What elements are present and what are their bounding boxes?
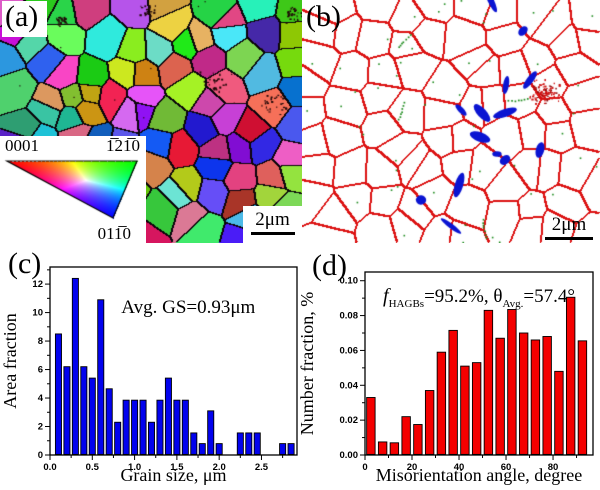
bar-d-12 <box>507 309 517 455</box>
svg-text:80: 80 <box>548 462 559 473</box>
bar-d-18 <box>577 340 588 455</box>
bar-d-15 <box>542 336 552 455</box>
bar-c-2 <box>71 277 79 455</box>
bar-c-5 <box>97 299 105 455</box>
bar-d-17 <box>565 296 576 455</box>
bar-d-11 <box>495 337 505 455</box>
svg-text:2: 2 <box>38 422 43 433</box>
bar-c-18 <box>207 410 215 455</box>
bar-c-8 <box>122 399 130 455</box>
bar-d-6 <box>436 351 447 455</box>
xlabel-d: Misorientation angle, degree <box>376 465 582 485</box>
grain-size-bar-chart: 0.0 0.5 1.0 1.5 2.0 2.5 0 2 4 6 8 10 12 Area fraction… <box>0 266 298 485</box>
bar-d-1 <box>377 441 388 455</box>
ipf-key-1210-label: 1̅21̅0 <box>106 136 140 155</box>
bar-d-4 <box>413 424 423 455</box>
bar-d-10 <box>483 309 494 455</box>
bar-d-0 <box>366 397 376 455</box>
svg-text:1.5: 1.5 <box>170 462 184 473</box>
bar-d-2 <box>389 442 400 455</box>
svg-text:4: 4 <box>38 393 44 404</box>
panel-a-ipf-map: (a) 0001 1̅21̅0 011̅0 2μm <box>0 0 302 243</box>
svg-text:0.5: 0.5 <box>86 462 100 473</box>
svg-text:10: 10 <box>32 308 43 319</box>
bar-d-14 <box>530 339 541 455</box>
annotation-c: Avg. GS=0.93μm <box>121 297 255 318</box>
bar-c-20 <box>236 432 244 455</box>
panel-a-label: (a) <box>2 1 48 37</box>
bar-c-24 <box>287 443 295 455</box>
ipf-color-key: 0001 1̅21̅0 011̅0 <box>0 136 146 243</box>
svg-text:0: 0 <box>38 450 43 461</box>
bar-c-19 <box>215 443 223 455</box>
annotation-d: fHAGBs=95.2%, θAvg.=57.4° <box>383 285 575 310</box>
bar-c-11 <box>148 421 156 455</box>
bar-c-16 <box>190 432 198 455</box>
svg-text:2.0: 2.0 <box>213 462 226 473</box>
svg-text:40: 40 <box>454 462 465 473</box>
bar-c-6 <box>105 388 113 455</box>
bar-d-13 <box>518 332 529 455</box>
ipf-key-0110-label: 011̅0 <box>97 224 131 243</box>
ipf-color-triangle <box>2 158 142 222</box>
bar-d-9 <box>471 362 482 455</box>
bar-c-22 <box>253 432 261 455</box>
bar-c-15 <box>181 399 189 455</box>
bar-c-23 <box>279 443 287 455</box>
svg-text:0.06: 0.06 <box>340 345 359 356</box>
bar-c-7 <box>114 421 122 455</box>
bar-c-13 <box>164 377 172 455</box>
scalebar-a-line <box>250 231 295 235</box>
svg-text:60: 60 <box>501 462 512 473</box>
panel-b-label: (b) <box>306 0 341 33</box>
panel-c-grain-size-chart: (c) 0.0 0.5 1.0 1.5 2.0 2.5 0 2 4 6 8 10 12 Area frac… <box>0 245 300 490</box>
svg-text:1.0: 1.0 <box>128 462 141 473</box>
bar-c-14 <box>173 399 181 455</box>
svg-text:2.5: 2.5 <box>255 462 269 473</box>
svg-text:0.04: 0.04 <box>340 380 359 391</box>
svg-text:8: 8 <box>38 336 43 347</box>
svg-text:20: 20 <box>407 462 418 473</box>
ipf-key-0001-label: 0001 <box>5 136 39 155</box>
svg-text:6: 6 <box>38 365 43 376</box>
svg-text:0.02: 0.02 <box>340 415 359 426</box>
bar-d-3 <box>401 416 411 455</box>
xlabel-c: Grain size, μm <box>120 465 226 485</box>
svg-text:0.0: 0.0 <box>43 462 56 473</box>
misorientation-bar-chart: 0 20 40 60 80 0.00 0.02 0.04 0.06 0.08 0.10 Number … <box>297 271 594 485</box>
bar-c-0 <box>54 333 62 455</box>
scalebar-a-text: 2μm <box>255 209 290 230</box>
bar-d-5 <box>424 390 435 455</box>
panel-b-boundary-map: (b) 2μm <box>302 0 600 243</box>
svg-text:0.08: 0.08 <box>340 311 359 322</box>
bar-c-9 <box>131 399 139 455</box>
scalebar-b: 2μm <box>541 214 597 240</box>
bar-c-3 <box>80 366 88 455</box>
ylabel-d: Number fraction, % <box>300 292 317 435</box>
scalebar-b-text: 2μm <box>551 214 587 236</box>
svg-text:0: 0 <box>362 462 367 473</box>
svg-text:12: 12 <box>32 279 43 290</box>
bar-c-21 <box>245 432 253 455</box>
bar-c-12 <box>156 399 164 455</box>
svg-text:0.10: 0.10 <box>340 276 359 287</box>
ipf-key-top-labels: 0001 1̅21̅0 <box>0 136 146 156</box>
ylabel-c: Area fraction <box>0 313 20 408</box>
boundary-map-canvas <box>302 0 600 243</box>
panel-c-label: (c) <box>8 247 42 280</box>
panel-d-misorientation-chart: (d) 0 20 40 60 80 0.00 0.02 0.04 0.06 0.08 0.10 Num… <box>297 245 600 490</box>
bar-c-10 <box>139 399 147 455</box>
bar-d-16 <box>554 370 564 455</box>
panel-d-label: (d) <box>312 249 347 282</box>
bar-c-17 <box>198 443 206 455</box>
bar-c-1 <box>63 366 71 455</box>
svg-text:0.00: 0.00 <box>340 450 359 461</box>
bar-c-4 <box>88 377 96 455</box>
scalebar-b-line <box>545 237 593 240</box>
bar-d-8 <box>460 365 470 455</box>
bar-d-7 <box>448 329 458 455</box>
scalebar-a: 2μm <box>243 206 302 243</box>
